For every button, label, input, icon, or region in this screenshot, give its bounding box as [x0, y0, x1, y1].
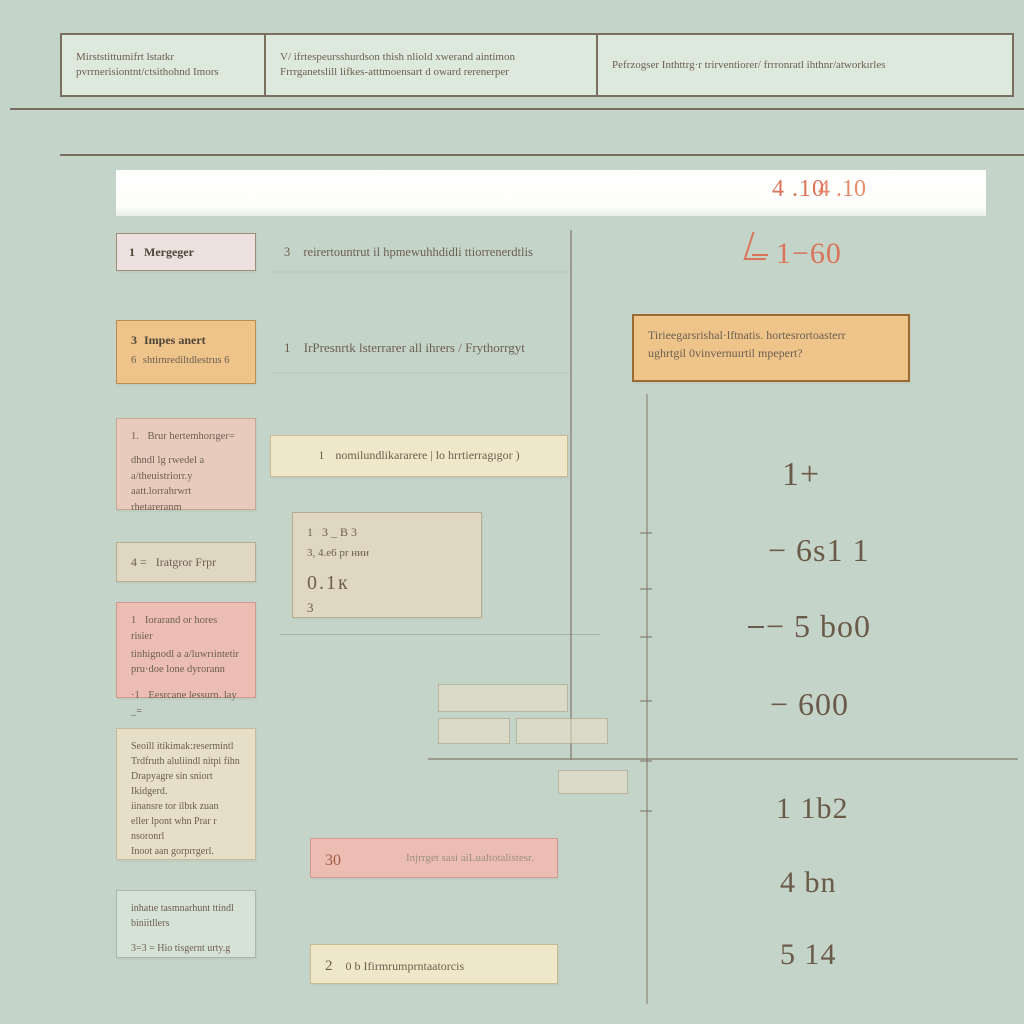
axis-tick-3	[640, 700, 652, 702]
left-box-6-l5: eller lpont whn Prar r nsoronrl	[131, 814, 241, 844]
left-box-3-num: 1.	[131, 431, 139, 442]
handwritten-tick-4	[748, 626, 764, 628]
mid-4-l3: 0.1к	[307, 568, 467, 598]
left-box-1-label: Mergeger	[144, 245, 194, 259]
header-c3-text: Pefrzogser Inthttrg·r trirventiorer/ frr…	[612, 58, 998, 73]
left-box-7: inhatıe tasmnarhunt ttindl biniitllers 3…	[116, 890, 256, 958]
left-box-2-sub: shtirnrediltdlestrus 6	[143, 355, 230, 366]
mid-box-3: 1 nomilundlikararere | lo hrrtierragıgor…	[270, 435, 568, 477]
header-c2-line2: Frrrganetslill lifkes-atttmoensart d owa…	[280, 65, 582, 80]
mid-box-4: 1 3_B3 3, 4.e6 pr нии 0.1к 3	[292, 512, 482, 618]
left-box-5-l2: tinhignodl a a/luwrıintetir pru·doe lone…	[131, 647, 241, 679]
horizontal-axis	[428, 758, 1018, 760]
left-box-7-l2: 3=3 = Hio tisgernt urty.g	[131, 941, 241, 956]
left-box-6-l2: Trdfruth aluliíndl nitpi fihn	[131, 754, 241, 769]
rule-top	[10, 108, 1024, 110]
mid-1-text: reirertountrut il hpmewuhhdidli ttiorren…	[303, 245, 532, 259]
handwritten-value-4: − 5 bo0	[766, 608, 871, 645]
header-cell-2: V/ ifrtespeursshurdson thish nliold xwer…	[266, 33, 598, 97]
rule-second	[60, 154, 1024, 156]
handwritten-value-1: 1−60	[776, 237, 842, 271]
mid-1-num: 3	[284, 245, 290, 259]
header-c1-line2: pvrrnerisiontnt/ctsithohnd Imors	[76, 65, 250, 80]
header-cell-3: Pefrzogser Inthttrg·r trirventiorer/ frr…	[598, 33, 1014, 97]
left-box-4-num: 4 =	[131, 555, 147, 569]
mid-4-l2: 3, 4.e6 pr нии	[307, 545, 467, 562]
left-box-5: 1 Iorarand or hores risier tinhignodl a …	[116, 602, 256, 698]
left-box-6-l6: Inoot aan gorprrgerl.	[131, 844, 241, 859]
left-box-3-l2: dhndl lg rwedel a a/theuistriorr.y	[131, 453, 241, 485]
value-bar: 4 .10	[116, 170, 986, 216]
right-callout-l2: ughrtgil 0vinvernuırtil mpepert?	[648, 344, 894, 362]
left-box-4: 4 = Iratgror Frpr	[116, 542, 256, 582]
header-table: Mirststittumifrt lstatkr pvrrnerisiontnt…	[60, 33, 1014, 97]
left-box-1: 1 Mergeger	[116, 233, 256, 271]
left-box-6: Seoill itikimak:resermintl Trdfruth alul…	[116, 728, 256, 860]
handwritten-value-5: − 600	[770, 686, 849, 723]
mid-box-6: 2 0 b Ifirmrumprntaatorcis	[310, 944, 558, 984]
left-box-6-l3: Drapyagre sin sniort Ikidgerd.	[131, 769, 241, 799]
left-box-4-label: Iratgror Frpr	[156, 555, 216, 569]
axis-tick-5	[640, 810, 652, 812]
sketch-block-0	[438, 684, 568, 712]
handwritten-value-0: 4 .10	[772, 176, 825, 203]
left-box-2: 3 Impes anert 6 shtirnrediltdlestrus 6	[116, 320, 256, 384]
mid-text-1: 3 reirertountrut il hpmewuhhdidli ttiorr…	[270, 233, 570, 271]
left-box-3-l3: aatt.lorrahrwrt rhetareranm	[131, 484, 241, 516]
left-box-5-n2: ·1	[131, 690, 140, 701]
handwritten-value-3: − 6s1 1	[768, 532, 870, 569]
right-callout-l1: Tirieegarsrishal·lftnatis. hortesrortoas…	[648, 326, 894, 344]
left-box-3-l1: Brur hertemhorıger=	[148, 431, 235, 442]
left-box-5-n1: 1	[131, 615, 136, 626]
axis-tick-1	[640, 588, 652, 590]
handwritten-value-6: 1 1b2	[776, 792, 849, 826]
mid-text-2: 1 IrPresnrtk lsterrarer all ihrers / Fry…	[270, 332, 570, 372]
mid-3-num: 1	[318, 448, 324, 462]
vertical-axis-2	[646, 394, 648, 1004]
header-c2-line1: V/ ifrtespeursshurdson thish nliold xwer…	[280, 50, 582, 65]
value-bar-number: 4 .10	[818, 176, 866, 203]
left-box-6-l4: iinansre tor ilbık zuan	[131, 799, 241, 814]
mid-2-text: IrPresnrtk lsterrarer all ihrers / Fryth…	[304, 340, 525, 355]
handwritten-value-7: 4 bn	[780, 866, 837, 900]
horizontal-axis-2	[280, 634, 600, 635]
vertical-axis-1	[570, 230, 572, 760]
right-callout: Tirieegarsrishal·lftnatis. hortesrortoas…	[632, 314, 910, 382]
handwritten-value-2: 1+	[782, 456, 820, 494]
left-box-3: 1. Brur hertemhorıger= dhndl lg rwedel a…	[116, 418, 256, 510]
axis-tick-0	[640, 532, 652, 534]
left-box-7-l1: inhatıe tasmnarhunt ttindl biniitllers	[131, 901, 241, 931]
mid-5-faint: Injrrget sasi aiLualtotalistesr.	[406, 852, 534, 864]
axis-tick-2	[640, 636, 652, 638]
left-box-2-label: Impes anert	[144, 333, 206, 347]
sketch-block-3	[558, 770, 628, 794]
left-box-5-l3: Eesrcane lessurn. lay _=	[131, 690, 237, 717]
axis-tick-4	[640, 760, 652, 762]
left-box-2-subnum: 6	[131, 355, 136, 366]
left-box-5-l1: Iorarand or hores risier	[131, 615, 217, 642]
mid-4-l4: 3	[307, 598, 467, 618]
mid-6-text: 0 b Ifirmrumprntaatorcis	[346, 959, 465, 973]
left-box-2-num: 3	[131, 333, 137, 347]
sketch-block-1	[438, 718, 510, 744]
sketch-block-2	[516, 718, 608, 744]
left-box-6-l1: Seoill itikimak:resermintl	[131, 739, 241, 754]
handwritten-value-8: 5 14	[780, 938, 837, 972]
mid-5-num: 30	[325, 852, 341, 869]
left-box-1-num: 1	[129, 245, 135, 259]
mid-4-l1: 1 3_B3	[307, 523, 467, 541]
header-cell-1: Mirststittumifrt lstatkr pvrrnerisiontnt…	[60, 33, 266, 97]
mid-6-num: 2	[325, 958, 333, 974]
mid-2-num: 1	[284, 340, 291, 355]
header-c1-line1: Mirststittumifrt lstatkr	[76, 50, 250, 65]
handwritten-tick-1	[752, 254, 768, 256]
mid-3-text: nomilundlikararere | lo hrrtierragıgor )	[335, 448, 519, 462]
